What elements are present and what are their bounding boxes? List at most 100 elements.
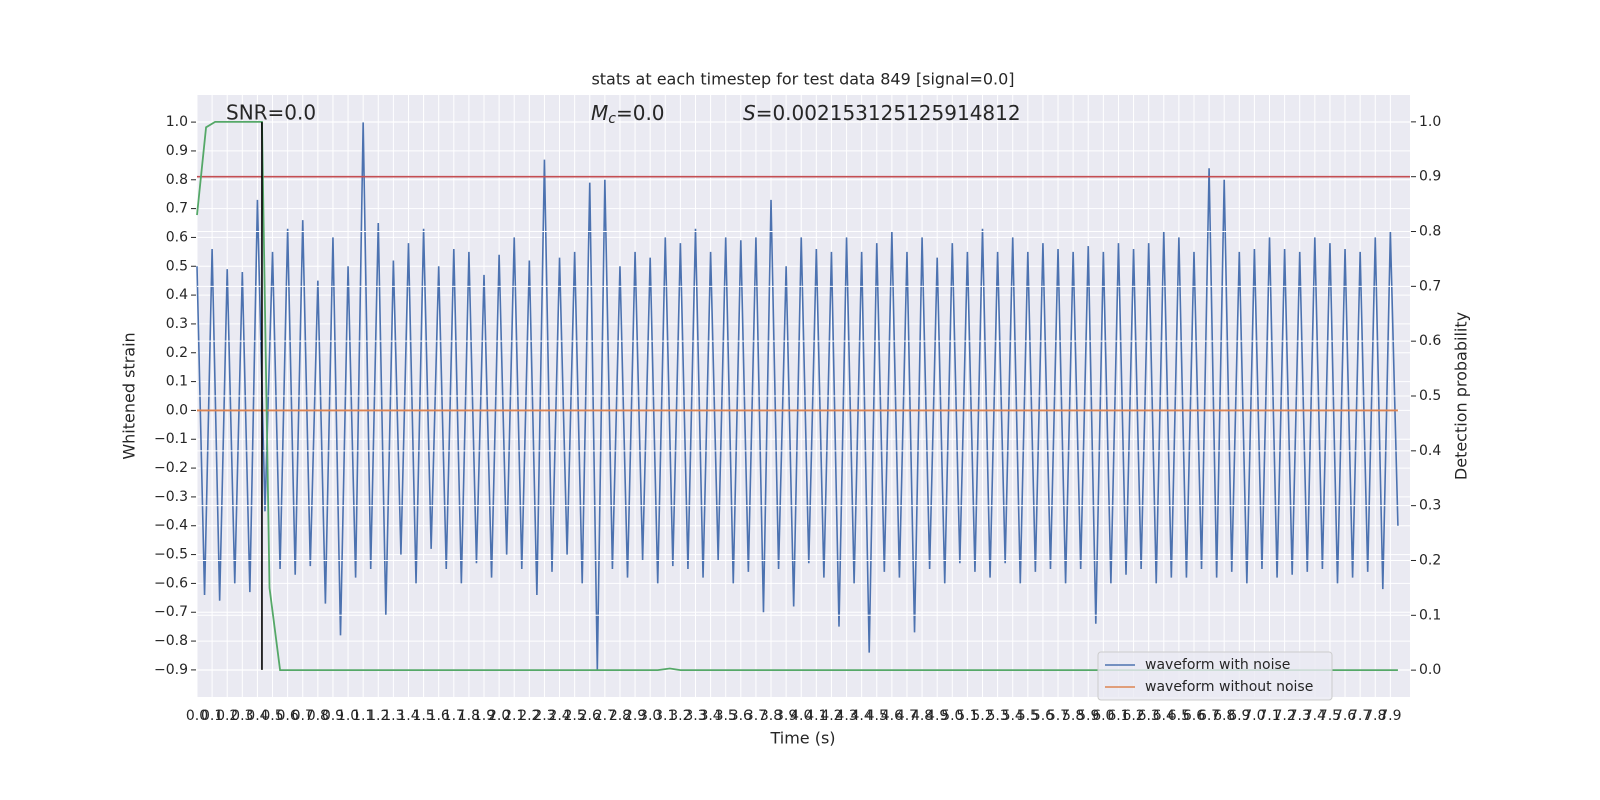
x-tick-label: 0.1 (201, 708, 223, 724)
y2-tick-label: 0.8 (1419, 224, 1441, 240)
y-tick-label: −0.6 (154, 575, 188, 591)
y2-tick-label: 0.2 (1419, 552, 1441, 568)
y-tick-label: −0.1 (154, 431, 188, 447)
x-tick-label: 1.5 (412, 708, 434, 724)
x-tick-label: 2.5 (564, 708, 586, 724)
y-tick-label: 0.7 (166, 201, 188, 217)
y-tick-label: 1.0 (166, 114, 188, 130)
x-tick-label: 1.2 (367, 708, 389, 724)
y2-axis-label: Detection probability (1452, 312, 1471, 480)
x-tick-label: 6.4 (1153, 708, 1175, 724)
x-tick-label: 6.9 (1228, 708, 1250, 724)
x-tick-label: 6.7 (1198, 708, 1220, 724)
x-tick-label: 3.5 (715, 708, 737, 724)
x-tick-label: 5.9 (1077, 708, 1099, 724)
x-tick-label: 1.6 (428, 708, 450, 724)
x-tick-label: 7.3 (1289, 708, 1311, 724)
x-tick-label: 5.3 (986, 708, 1008, 724)
y-tick-label: 0.2 (166, 345, 188, 361)
x-tick-label: 5.4 (1002, 708, 1024, 724)
x-tick-label: 4.3 (835, 708, 857, 724)
x-tick-label: 2.1 (503, 708, 525, 724)
x-tick-label: 7.4 (1304, 708, 1326, 724)
x-tick-label: 5.7 (1047, 708, 1069, 724)
x-tick-label: 1.9 (473, 708, 495, 724)
x-tick-label: 4.1 (805, 708, 827, 724)
x-tick-label: 5.8 (1062, 708, 1084, 724)
y2-tick-label: 0.0 (1419, 662, 1441, 678)
y-tick-label: 0.0 (166, 402, 188, 418)
x-tick-label: 7.0 (1243, 708, 1265, 724)
x-tick-label: 7.5 (1319, 708, 1341, 724)
x-tick-label: 7.9 (1379, 708, 1401, 724)
x-tick-label: 3.1 (654, 708, 676, 724)
x-tick-label: 1.3 (382, 708, 404, 724)
annotation-subscript: c (608, 111, 616, 127)
x-tick-label: 7.7 (1349, 708, 1371, 724)
x-tick-label: 5.1 (956, 708, 978, 724)
y-tick-label: 0.5 (166, 258, 188, 274)
x-tick-label: 3.9 (775, 708, 797, 724)
x-tick-label: 3.6 (730, 708, 752, 724)
x-tick-label: 3.4 (699, 708, 721, 724)
x-tick-label: 2.3 (533, 708, 555, 724)
annotation: S=0.002153125125914812 (743, 101, 1021, 125)
x-tick-label: 3.2 (669, 708, 691, 724)
x-tick-label: 7.2 (1273, 708, 1295, 724)
y-tick-label: −0.3 (154, 489, 188, 505)
chart-title: stats at each timestep for test data 849… (591, 70, 1014, 89)
y-tick-label: −0.7 (154, 604, 188, 620)
x-tick-label: 4.2 (820, 708, 842, 724)
y-tick-label: 0.4 (166, 287, 188, 303)
x-tick-label: 4.0 (790, 708, 812, 724)
x-tick-label: 5.0 (941, 708, 963, 724)
x-tick-label: 6.2 (1122, 708, 1144, 724)
x-tick-label: 2.9 (624, 708, 646, 724)
annotation-symbol: S (743, 101, 756, 125)
x-tick-label: 2.7 (594, 708, 616, 724)
y-tick-label: 0.1 (166, 374, 188, 390)
x-tick-label: 2.0 (488, 708, 510, 724)
x-tick-label: 5.6 (1032, 708, 1054, 724)
x-tick-label: 0.3 (231, 708, 253, 724)
x-tick-label: 1.0 (337, 708, 359, 724)
y-tick-label: −0.8 (154, 633, 188, 649)
y2-tick-label: 0.3 (1419, 498, 1441, 514)
y-tick-label: 0.8 (166, 172, 188, 188)
x-tick-label: 6.6 (1183, 708, 1205, 724)
legend-label: waveform without noise (1145, 679, 1313, 695)
x-tick-label: 2.6 (579, 708, 601, 724)
y-tick-label: 0.9 (166, 143, 188, 159)
legend-box (1097, 651, 1333, 701)
x-tick-label: 3.7 (745, 708, 767, 724)
y2-tick-label: 0.7 (1419, 278, 1441, 294)
x-tick-label: 4.6 (881, 708, 903, 724)
x-tick-label: 0.9 (322, 708, 344, 724)
x-tick-label: 0.4 (246, 708, 268, 724)
y-tick-label: 0.3 (166, 316, 188, 332)
x-tick-label: 6.8 (1213, 708, 1235, 724)
x-tick-label: 1.7 (443, 708, 465, 724)
x-tick-label: 2.4 (548, 708, 570, 724)
y-tick-label: −0.5 (154, 547, 188, 563)
y-tick-label: −0.9 (154, 662, 188, 678)
x-tick-label: 5.2 (971, 708, 993, 724)
y-tick-label: −0.2 (154, 460, 188, 476)
y-tick-label: 0.6 (166, 229, 188, 245)
y2-tick-label: 0.4 (1419, 443, 1441, 459)
x-tick-label: 6.1 (1107, 708, 1129, 724)
x-tick-label: 7.6 (1334, 708, 1356, 724)
x-tick-label: 4.8 (911, 708, 933, 724)
y2-tick-label: 0.6 (1419, 333, 1441, 349)
x-tick-label: 3.0 (639, 708, 661, 724)
x-tick-label: 6.0 (1092, 708, 1114, 724)
y2-tick-label: 0.5 (1419, 388, 1441, 404)
annotation-symbol: M (591, 101, 608, 125)
x-tick-label: 0.6 (277, 708, 299, 724)
x-tick-label: 3.3 (684, 708, 706, 724)
x-axis-label: Time (s) (769, 729, 835, 748)
x-tick-label: 7.8 (1364, 708, 1386, 724)
annotation-text: =0.0 (616, 101, 665, 125)
x-tick-label: 1.8 (458, 708, 480, 724)
